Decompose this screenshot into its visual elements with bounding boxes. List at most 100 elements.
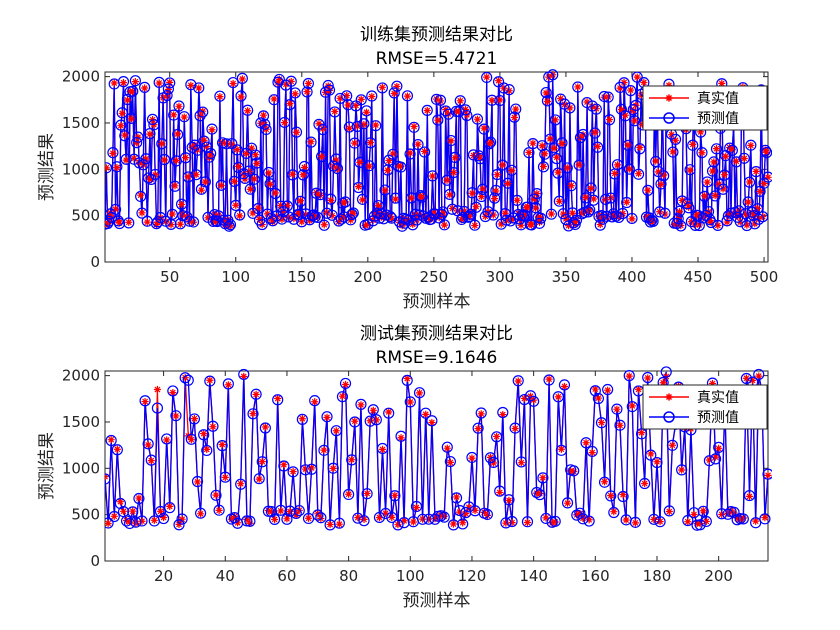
data-point-predicted xyxy=(601,210,613,222)
data-point-real xyxy=(742,374,751,382)
data-point-predicted xyxy=(133,492,145,505)
data-point-real xyxy=(151,171,159,179)
data-point-real xyxy=(144,174,153,182)
data-point-predicted xyxy=(335,213,348,225)
data-point-real xyxy=(667,131,676,139)
data-point-real xyxy=(341,380,350,389)
data-point-predicted xyxy=(672,213,684,225)
data-point-real xyxy=(629,106,637,115)
data-point-real xyxy=(394,521,402,529)
data-point-real xyxy=(191,141,199,149)
data-point-predicted xyxy=(178,111,190,123)
data-point-real xyxy=(384,166,392,174)
data-point-real xyxy=(192,171,200,179)
data-point-predicted xyxy=(682,514,694,527)
data-point-real xyxy=(486,453,495,461)
data-point-predicted xyxy=(759,513,771,525)
data-point-predicted xyxy=(498,82,510,94)
data-point-real xyxy=(686,166,694,174)
data-point-predicted xyxy=(547,69,559,81)
x-tick-label: 250 xyxy=(420,268,449,286)
data-point-real xyxy=(699,214,707,222)
data-point-real xyxy=(221,473,229,481)
data-point-real xyxy=(170,111,178,119)
data-point-real xyxy=(493,171,501,179)
data-point-real xyxy=(324,82,332,90)
data-point-predicted xyxy=(481,71,493,84)
data-point-real xyxy=(171,182,179,190)
data-point-real xyxy=(576,509,584,518)
data-point-real xyxy=(203,143,211,151)
data-point-real xyxy=(381,186,389,194)
data-point-predicted xyxy=(615,103,628,115)
y-tick-label: 2000 xyxy=(62,68,100,86)
data-point-predicted xyxy=(333,517,345,529)
data-point-real xyxy=(169,388,177,397)
data-point-real xyxy=(207,150,215,158)
data-point-predicted xyxy=(738,152,750,164)
data-point-real xyxy=(656,518,664,526)
data-point-real xyxy=(512,105,520,113)
data-point-predicted xyxy=(116,107,128,119)
data-point-predicted xyxy=(372,199,384,212)
data-point-real xyxy=(582,439,590,447)
data-point-predicted xyxy=(535,212,547,224)
data-point-predicted xyxy=(321,411,333,423)
data-point-predicted xyxy=(284,505,296,517)
data-point-real xyxy=(345,490,353,498)
data-point-real xyxy=(237,480,245,488)
data-point-predicted xyxy=(346,454,358,466)
data-point-real xyxy=(344,101,352,109)
data-point-predicted xyxy=(268,94,280,106)
data-point-real xyxy=(671,136,680,144)
data-point-real xyxy=(451,154,459,162)
data-point-predicted xyxy=(523,147,535,159)
x-tick-label: 350 xyxy=(552,268,581,286)
data-point-predicted xyxy=(580,192,592,204)
data-point-predicted xyxy=(500,214,513,226)
data-point-real xyxy=(166,78,174,86)
data-point-real xyxy=(246,185,254,193)
legend-label: 预测值 xyxy=(697,111,739,127)
data-point-real xyxy=(122,516,131,525)
data-point-predicted xyxy=(391,80,403,92)
data-point-predicted xyxy=(366,90,378,102)
data-point-predicted xyxy=(654,206,666,218)
data-point-predicted xyxy=(293,504,305,517)
data-point-real xyxy=(550,144,558,152)
data-point-real xyxy=(600,93,608,101)
data-point-real xyxy=(113,445,121,453)
data-point-real xyxy=(437,511,445,519)
data-point-predicted xyxy=(478,123,490,135)
data-point-real xyxy=(733,514,741,522)
data-point-real xyxy=(400,517,408,525)
data-point-real xyxy=(756,187,764,196)
data-point-real xyxy=(298,415,306,423)
x-tick-label: 180 xyxy=(643,567,672,585)
data-point-real xyxy=(530,195,538,203)
data-point-predicted xyxy=(457,211,469,224)
data-point-real xyxy=(483,511,491,519)
data-point-predicted xyxy=(179,152,192,164)
data-point-real xyxy=(232,201,240,209)
data-point-real xyxy=(277,507,285,515)
data-point-predicted xyxy=(235,90,247,102)
data-point-real xyxy=(178,200,186,209)
data-point-real xyxy=(487,138,495,146)
data-point-predicted xyxy=(201,141,213,153)
data-point-predicted xyxy=(216,137,229,149)
data-point-real xyxy=(613,161,622,169)
data-point-predicted xyxy=(331,162,344,175)
data-point-predicted xyxy=(312,211,324,224)
data-point-predicted xyxy=(655,178,667,190)
data-point-predicted xyxy=(322,79,334,92)
data-point-predicted xyxy=(125,112,138,124)
data-point-predicted xyxy=(463,210,476,222)
data-point-predicted xyxy=(551,153,563,165)
data-point-predicted xyxy=(666,439,679,451)
data-point-real xyxy=(690,510,698,519)
data-point-real xyxy=(636,143,644,152)
data-point-predicted xyxy=(619,110,631,122)
data-point-real xyxy=(189,218,198,226)
data-point-predicted xyxy=(462,211,474,223)
